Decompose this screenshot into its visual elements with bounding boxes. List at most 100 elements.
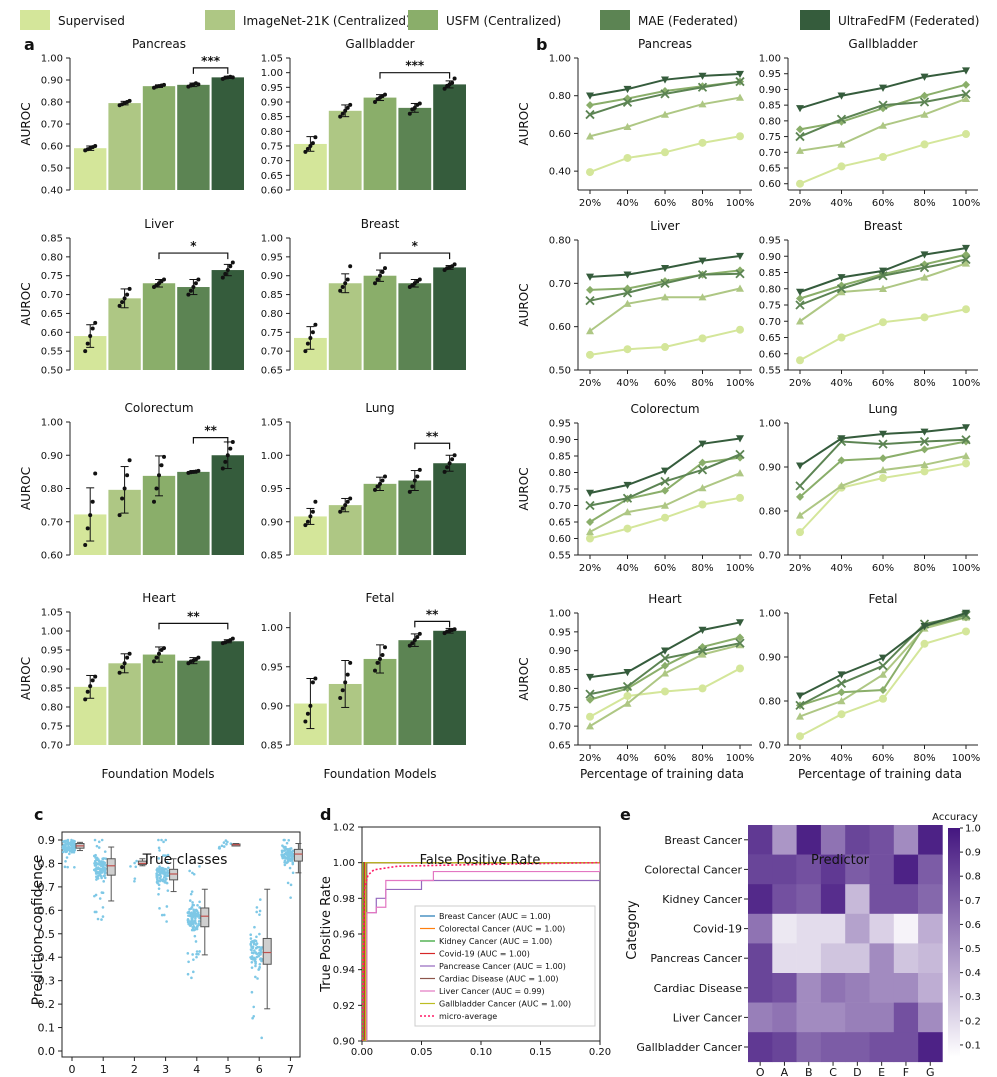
marker-x (795, 700, 805, 711)
confidence-point (260, 1036, 263, 1040)
x-tick-label: 0.10 (470, 1047, 492, 1058)
line-subplot-heart: Heart 0.65 0.70 0.75 0.80 0.85 0.90 0.95 1.00 20%… (517, 592, 754, 764)
marker-x (919, 436, 930, 447)
y-tick-label: 0.70 (759, 741, 781, 752)
legend-entry: Breast Cancer (AUC = 1.00) (439, 912, 551, 921)
subplot-title: Liver (650, 219, 680, 233)
y-tick-label: 0.65 (549, 741, 571, 752)
heatmap-cell (796, 973, 822, 1003)
confidence-point (252, 939, 256, 943)
confidence-point (250, 940, 254, 943)
heatmap-cell (845, 913, 870, 944)
marker-x (585, 500, 595, 511)
marker-diamond (736, 633, 744, 642)
x-tick-label: 20% (789, 378, 811, 389)
data-point (162, 82, 166, 87)
confidence-point (165, 905, 169, 908)
subplot-title: Fetal (868, 592, 897, 606)
y-tick-label: 0.65 (759, 164, 781, 175)
confidence-point (257, 967, 261, 971)
marker-triangle-down (623, 669, 632, 677)
data-point (196, 655, 201, 660)
marker-triangle-up (736, 284, 744, 292)
confidence-point (66, 865, 69, 869)
heatmap-cell (918, 913, 943, 944)
marker-circle (796, 528, 804, 537)
y-tick-label: 0.80 (41, 703, 63, 714)
confidence-point (103, 866, 107, 870)
marker-triangle-down (586, 673, 594, 682)
panel-label-c: c (34, 805, 43, 824)
x-tick-label: 40% (830, 378, 852, 389)
marker-x (697, 646, 708, 656)
marker-triangle-up (962, 259, 970, 267)
y-tick-label: 1.02 (333, 823, 355, 834)
confidence-point (195, 950, 199, 953)
marker-circle (920, 467, 929, 476)
confidence-point (155, 876, 159, 879)
heatmap-cell (869, 1002, 895, 1033)
column-label: G (926, 1066, 935, 1077)
data-point (417, 631, 422, 636)
confidence-point (253, 925, 256, 929)
data-point (127, 98, 132, 103)
confidence-point (100, 876, 103, 880)
confidence-point (251, 1016, 254, 1020)
bar-subplot-breast: Breast 0.65 0.70 0.75 0.80 0.85 0.90 0.95 1.00 * (261, 217, 466, 377)
data-point (159, 463, 164, 468)
y-tick-label: 0.70 (759, 551, 781, 562)
x-tick-label: 40% (616, 378, 638, 389)
marker-triangle-down (837, 435, 846, 443)
confidence-point (255, 955, 259, 959)
heatmap-cell (748, 973, 773, 1003)
bar (211, 270, 244, 370)
data-point (186, 292, 191, 297)
legend-entry: micro-average (439, 1012, 497, 1021)
line-subplot-colorectum: Colorectum 0.55 0.60 0.65 0.70 0.75 0.80 0.85 0.… (517, 402, 754, 574)
y-tick-label: 0.60 (261, 186, 283, 197)
data-point (117, 670, 122, 675)
confidence-point (291, 852, 295, 856)
y-tick-label: 0.90 (261, 271, 283, 282)
marker-triangle-up (837, 481, 846, 490)
data-point (313, 676, 318, 681)
confidence-point (97, 840, 101, 844)
confidence-point (283, 838, 286, 842)
significance-bracket (414, 620, 451, 628)
data-point (452, 262, 457, 267)
confidence-point (166, 889, 170, 892)
bar (177, 287, 210, 370)
heatmap-cell (918, 1002, 943, 1033)
subplot-title: Gallbladder (345, 37, 414, 51)
confidence-point (250, 957, 253, 961)
y-tick-label: 0.85 (261, 112, 283, 123)
bar (398, 640, 432, 745)
y-axis-label: AUROC (19, 282, 33, 325)
confidence-point (163, 854, 167, 857)
row-label: Liver Cancer (673, 1011, 743, 1024)
marker-triangle-down (796, 692, 804, 700)
data-point (338, 509, 343, 514)
x-tick-label: 20% (579, 378, 601, 389)
y-tick-label: 0.1 (38, 1022, 56, 1035)
data-point (452, 627, 457, 632)
heatmap-cell (796, 825, 822, 855)
data-point (310, 141, 315, 146)
y-tick-label: 0.90 (261, 98, 283, 109)
confidence-point (188, 899, 192, 902)
confidence-point (157, 838, 160, 842)
data-point (225, 453, 230, 458)
y-tick-label: 0.95 (261, 252, 283, 263)
heatmap-cell (918, 854, 943, 885)
confidence-point (95, 844, 99, 848)
confidence-point (286, 881, 290, 885)
y-tick-label: 0.70 (41, 517, 63, 528)
confidence-point (163, 879, 166, 883)
legend-swatch (600, 10, 630, 30)
confidence-point (72, 850, 76, 854)
y-tick-label: 0.92 (333, 1001, 355, 1012)
data-point (85, 526, 90, 531)
subplot-title: Lung (868, 402, 897, 416)
y-tick-label: 1.00 (261, 451, 283, 462)
marker-triangle-up (661, 293, 669, 301)
